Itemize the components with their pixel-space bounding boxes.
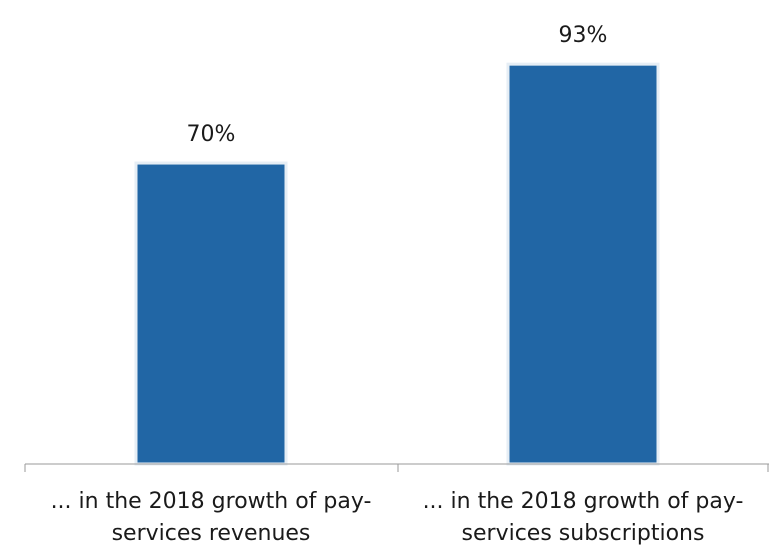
x-axis	[24, 463, 769, 472]
category-label-2: ... in the 2018 growth of pay-services s…	[423, 489, 744, 546]
data-label-1: 70%	[187, 122, 236, 147]
data-label-2: 93%	[559, 23, 608, 48]
category-label-2-line-2: services subscriptions	[462, 521, 705, 546]
bars-layer	[134, 62, 660, 466]
category-label-1-line-1: ... in the 2018 growth of pay-	[51, 489, 372, 514]
bar-2	[506, 62, 660, 466]
category-label-2-line-1: ... in the 2018 growth of pay-	[423, 489, 744, 514]
bar-1	[134, 161, 288, 466]
category-label-1: ... in the 2018 growth of pay-services r…	[51, 489, 372, 546]
category-label-1-line-2: services revenues	[112, 521, 311, 546]
labels-layer: 70% 93% ... in the 2018 growth of pay-serv…	[51, 23, 744, 546]
